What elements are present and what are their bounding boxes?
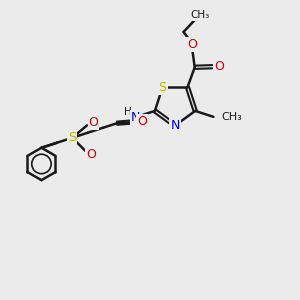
- Text: O: O: [214, 60, 224, 73]
- Text: O: O: [137, 115, 147, 128]
- Text: O: O: [88, 116, 98, 129]
- Text: O: O: [86, 148, 96, 161]
- Text: N: N: [130, 111, 140, 124]
- Text: N: N: [170, 119, 180, 132]
- Text: CH₃: CH₃: [190, 10, 209, 20]
- Text: S: S: [68, 131, 76, 144]
- Text: O: O: [188, 38, 197, 51]
- Text: S: S: [159, 81, 167, 94]
- Text: CH₃: CH₃: [222, 112, 242, 122]
- Text: H: H: [124, 107, 132, 117]
